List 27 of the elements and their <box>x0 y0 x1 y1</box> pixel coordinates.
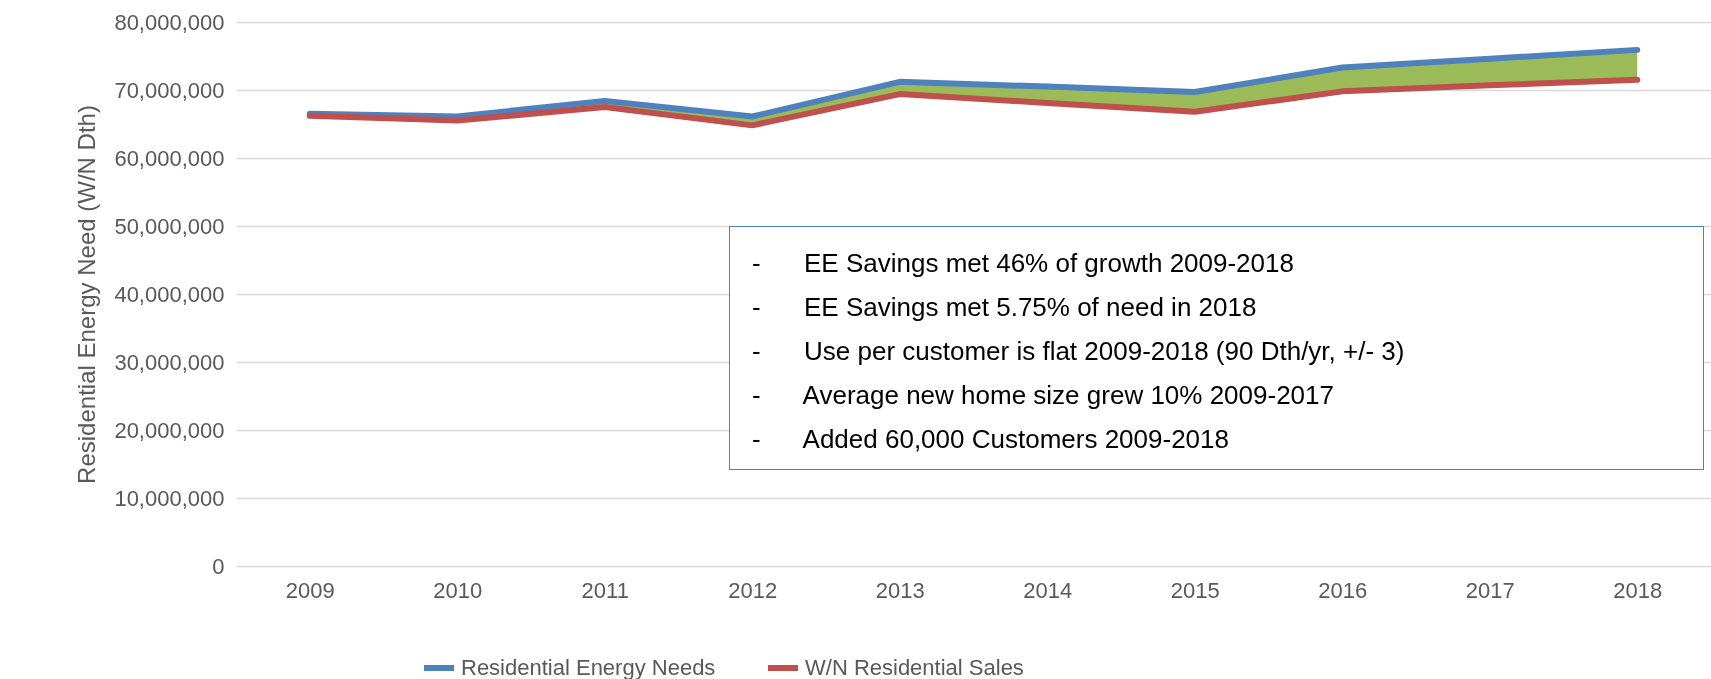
y-tick-label: 30,000,000 <box>114 349 225 375</box>
annotation: - EE Savings met 46% of growth 2009-2018 <box>752 247 1295 280</box>
annotation: - EE Savings met 5.75% of need in 2018 <box>752 291 1258 324</box>
x-tick-label: 2013 <box>875 577 925 603</box>
y-tick-label: 60,000,000 <box>114 145 225 171</box>
x-tick-label: 2016 <box>1318 577 1368 603</box>
x-tick-label: 2009 <box>285 577 335 603</box>
x-tick-label: 2010 <box>433 577 483 603</box>
x-tick-label: 2017 <box>1465 577 1515 603</box>
x-tick-label: 2018 <box>1613 577 1663 603</box>
legend-label: W/N Residential Sales <box>805 655 1024 679</box>
y-tick-label: 40,000,000 <box>114 281 225 307</box>
y-tick-label: 50,000,000 <box>114 213 225 239</box>
y-tick-label: 0 <box>212 553 225 579</box>
y-axis-title: Residential Energy Need (W/N Dth) <box>73 105 101 484</box>
annotation: - Average new home size grew 10% 2009-2017 <box>752 379 1335 412</box>
x-tick-label: 2015 <box>1170 577 1220 603</box>
legend-label: Residential Energy Needs <box>461 655 716 679</box>
annotation: - Use per customer is flat 2009-2018 (90 Dth/yr, +/- 3) <box>752 335 1406 368</box>
x-tick-label: 2012 <box>728 577 778 603</box>
y-tick-label: 70,000,000 <box>114 77 225 103</box>
y-tick-label: 80,000,000 <box>114 9 225 35</box>
y-tick-label: 20,000,000 <box>114 417 225 443</box>
x-tick-label: 2014 <box>1023 577 1073 603</box>
y-tick-label: 10,000,000 <box>114 485 225 511</box>
x-tick-label: 2011 <box>581 577 629 603</box>
annotation: - Added 60,000 Customers 2009-2018 <box>752 423 1230 456</box>
